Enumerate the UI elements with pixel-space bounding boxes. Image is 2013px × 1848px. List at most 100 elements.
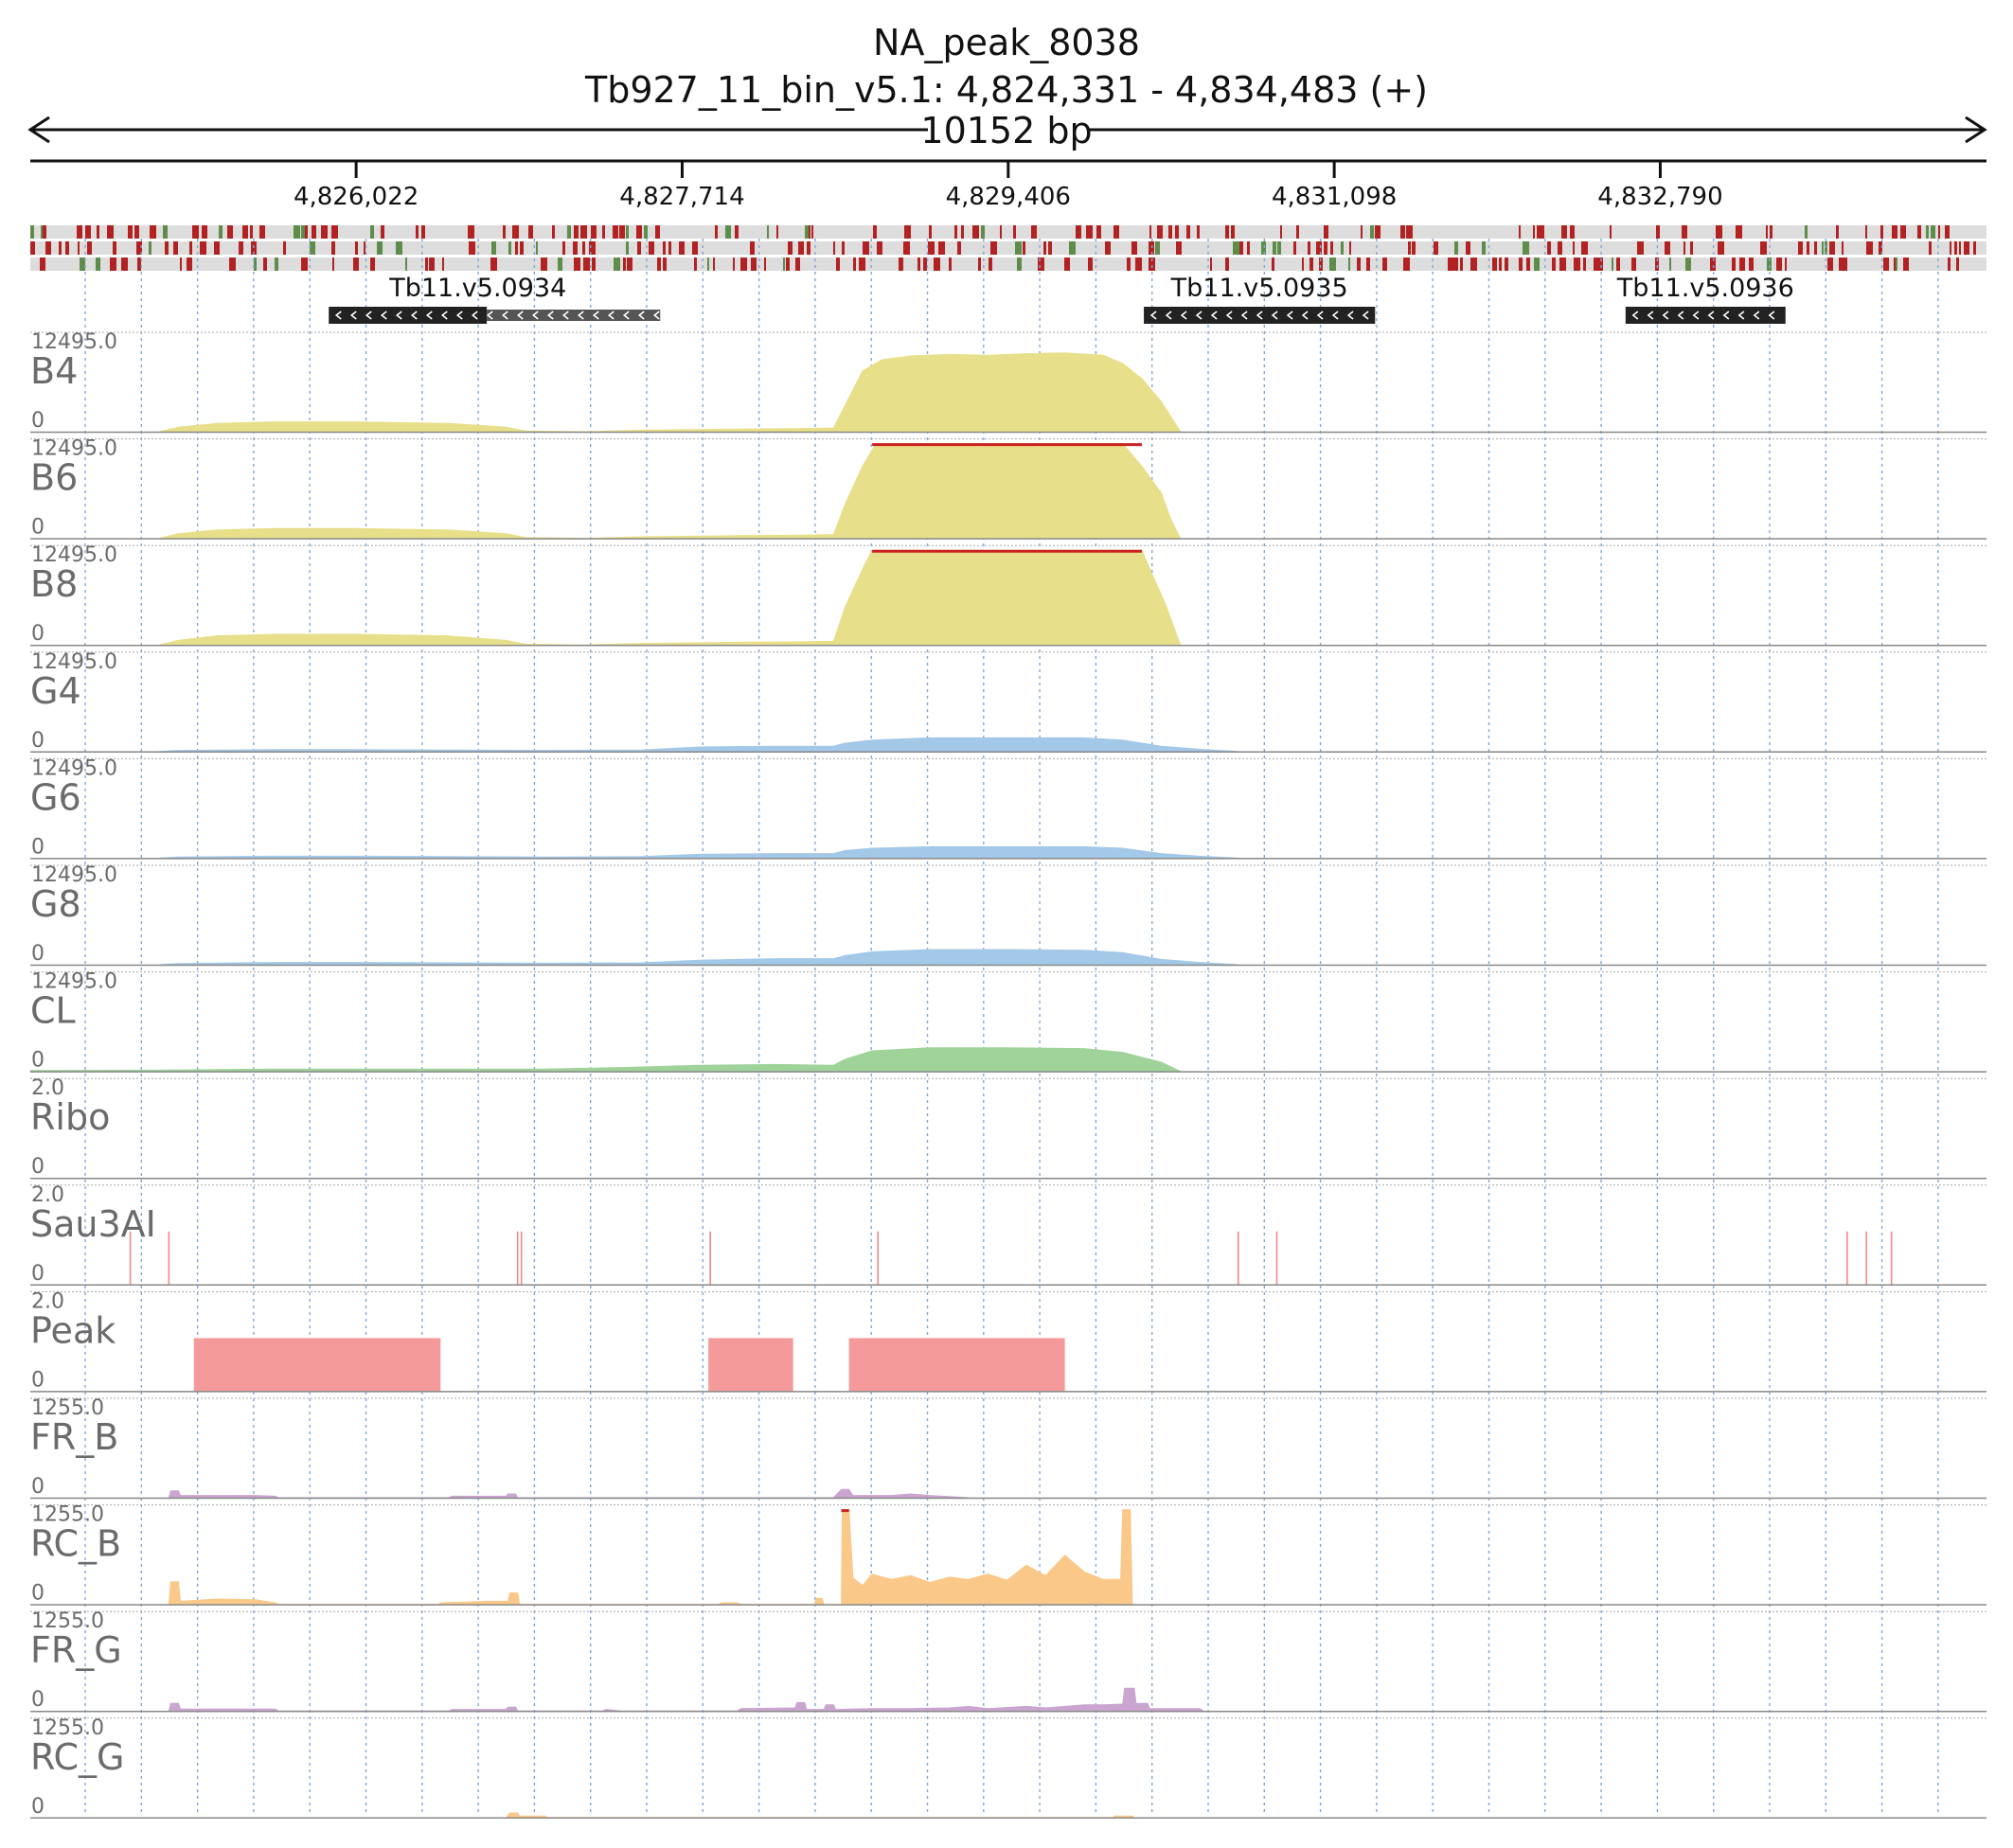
chart-title: NA_peak_8038 <box>873 22 1140 63</box>
gene-feature[interactable]: Tb11.v5.0935 <box>1144 274 1376 324</box>
codon-mark <box>1766 225 1768 239</box>
codon-mark <box>189 241 192 255</box>
track-g4: 12495.0G4 0 <box>30 650 1986 754</box>
codon-mark <box>623 258 626 271</box>
codon-mark <box>1505 258 1508 271</box>
codon-mark <box>657 258 661 271</box>
codon-mark <box>1408 241 1411 255</box>
codon-mark <box>1822 241 1824 255</box>
track-min-label: 0 <box>31 1262 45 1286</box>
codon-mark <box>520 241 524 255</box>
codon-mark <box>1954 241 1957 255</box>
codon-mark <box>1931 225 1935 239</box>
track-name-label: B8 <box>30 563 78 605</box>
codon-mark <box>767 225 769 239</box>
codon-mark <box>128 225 133 239</box>
codon-mark <box>663 241 666 255</box>
codon-mark <box>1176 241 1182 255</box>
gene-feature[interactable]: Tb11.v5.0934 <box>329 274 661 324</box>
codon-mark <box>1785 258 1787 271</box>
codon-mark <box>200 241 206 255</box>
codon-mark <box>1827 258 1833 271</box>
codon-mark <box>1552 258 1556 271</box>
codon-mark <box>1017 258 1022 271</box>
codon-mark <box>263 258 267 271</box>
codon-mark <box>1710 258 1716 271</box>
track-g8: 12495.0G8 0 <box>30 863 1986 967</box>
codon-mark <box>1460 258 1463 271</box>
codon-mark <box>1718 241 1724 255</box>
strand-arrow <box>1210 311 1218 320</box>
codon-mark <box>45 241 51 255</box>
codon-mark <box>613 225 618 239</box>
codon-mark <box>96 258 100 271</box>
coordinate-ruler: 4,826,022 4,827,714 4,829,406 4,831,098 4,83… <box>30 159 1986 211</box>
codon-mark <box>1749 258 1754 271</box>
codon-mark <box>1239 241 1243 255</box>
track-rc-g: 1255.0RC_G 0 <box>30 1716 1986 1820</box>
codon-mark <box>353 258 359 271</box>
codon-mark <box>1559 258 1566 271</box>
codon-mark <box>1583 258 1586 271</box>
codon-mark <box>1526 258 1530 271</box>
codon-mark <box>750 241 755 255</box>
track-min-label: 0 <box>31 1155 45 1179</box>
signal-area <box>158 443 1182 540</box>
codon-mark <box>1043 241 1046 255</box>
codon-mark <box>1296 225 1299 239</box>
codon-mark <box>1406 225 1413 239</box>
codon-mark <box>873 225 877 239</box>
strand-arrow <box>1722 311 1730 320</box>
strand-arrow <box>365 311 372 320</box>
track-max-label: 1255.0 <box>31 1503 104 1527</box>
track-max-label: 1255.0 <box>31 1609 104 1633</box>
codon-mark <box>1612 258 1613 271</box>
codon-mark <box>1277 241 1281 255</box>
codon-mark <box>1280 225 1282 239</box>
codon-mark <box>1013 225 1016 239</box>
codon-mark <box>1558 241 1562 255</box>
codon-mark <box>43 225 46 239</box>
codon-mark <box>512 225 519 239</box>
track-min-label: 0 <box>31 1368 45 1392</box>
codon-mark <box>1149 225 1151 239</box>
codon-mark <box>1685 258 1691 271</box>
codon-mark <box>1015 241 1022 255</box>
codon-mark <box>928 241 935 255</box>
codon-mark <box>1175 225 1179 239</box>
codon-mark <box>602 225 605 239</box>
codon-mark <box>1086 225 1093 239</box>
codon-mark <box>1581 241 1588 255</box>
codon-mark <box>1454 241 1458 255</box>
codon-mark <box>1366 258 1370 271</box>
codon-mark <box>1829 241 1835 255</box>
codon-mark <box>899 258 903 271</box>
strand-arrow <box>1225 311 1233 320</box>
codon-mark <box>1434 241 1438 255</box>
track-name-label: RC_B <box>30 1523 121 1565</box>
strand-arrow <box>486 311 493 320</box>
gene-feature[interactable]: Tb11.v5.0936 <box>1616 274 1794 324</box>
codon-mark <box>1492 258 1497 271</box>
codon-mark <box>1716 225 1722 239</box>
codon-mark <box>332 258 334 271</box>
codon-mark <box>776 225 778 239</box>
codon-mark <box>65 241 69 255</box>
signal-area <box>158 352 1182 433</box>
strand-arrow <box>1647 311 1654 320</box>
codon-mark <box>1683 241 1685 255</box>
codon-mark <box>904 225 911 239</box>
codon-mark <box>242 225 248 239</box>
codon-mark <box>859 258 865 271</box>
signal-area <box>168 1509 1133 1606</box>
codon-mark <box>1682 225 1687 239</box>
codon-mark <box>558 258 562 271</box>
codon-mark <box>85 225 91 239</box>
codon-mark <box>574 258 580 271</box>
gene-exon <box>1625 307 1786 324</box>
codon-mark <box>425 258 428 271</box>
codon-mark <box>1938 225 1940 239</box>
codon-mark <box>1308 241 1310 255</box>
codon-mark <box>1807 241 1809 255</box>
track-max-label: 12495.0 <box>31 437 117 461</box>
